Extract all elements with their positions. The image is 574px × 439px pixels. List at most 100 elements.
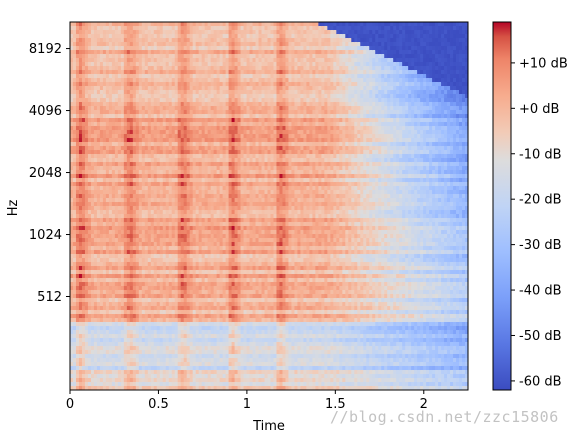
heatmap-cell	[198, 74, 203, 79]
heatmap-cell	[198, 22, 203, 27]
heatmap-cell	[162, 234, 167, 239]
heatmap-cell	[174, 114, 179, 119]
heatmap-cell	[87, 162, 92, 167]
heatmap-cell	[162, 274, 167, 279]
heatmap-cell	[198, 98, 203, 103]
heatmap-cell	[114, 194, 119, 199]
heatmap-cell	[111, 206, 116, 211]
heatmap-cell	[198, 162, 203, 167]
heatmap-cell	[198, 386, 203, 390]
heatmap-cell	[105, 278, 110, 283]
heatmap-cell	[138, 254, 143, 259]
heatmap-cell	[72, 110, 77, 115]
heatmap-cell	[183, 262, 188, 267]
heatmap-cell	[123, 306, 128, 311]
heatmap-cell	[120, 262, 125, 267]
heatmap-cell	[180, 282, 185, 287]
heatmap-cell	[171, 86, 176, 91]
heatmap-cell	[213, 286, 218, 291]
heatmap-cell	[129, 158, 134, 163]
heatmap-cell	[70, 254, 74, 259]
heatmap-cell	[174, 118, 179, 123]
heatmap-cell	[90, 34, 95, 39]
heatmap-cell	[87, 186, 92, 191]
heatmap-cell	[183, 386, 188, 390]
heatmap-cell	[150, 154, 155, 159]
heatmap-cell	[90, 186, 95, 191]
heatmap-cell	[204, 82, 209, 87]
heatmap-cell	[90, 338, 95, 343]
heatmap-cell	[135, 334, 140, 339]
heatmap-cell	[180, 370, 185, 375]
heatmap-cell	[207, 358, 212, 363]
heatmap-cell	[156, 162, 161, 167]
heatmap-cell	[183, 158, 188, 163]
heatmap-cell	[108, 342, 113, 347]
heatmap-cell	[201, 74, 206, 79]
heatmap-cell	[138, 314, 143, 319]
heatmap-cell	[70, 82, 74, 87]
heatmap-cell	[96, 186, 101, 191]
heatmap-cell	[123, 358, 128, 363]
heatmap-cell	[192, 330, 197, 335]
heatmap-cell	[189, 298, 194, 303]
heatmap-cell	[180, 354, 185, 359]
heatmap-cell	[135, 162, 140, 167]
heatmap-cell	[189, 162, 194, 167]
heatmap-cell	[138, 282, 143, 287]
heatmap-cell	[144, 378, 149, 383]
heatmap-cell	[225, 298, 229, 303]
heatmap-cell	[135, 274, 140, 279]
heatmap-cell	[147, 210, 152, 215]
heatmap-cell	[186, 162, 191, 167]
heatmap-cell	[93, 266, 98, 271]
heatmap-cell	[108, 78, 113, 83]
heatmap-cell	[207, 334, 212, 339]
heatmap-cell	[93, 54, 98, 59]
heatmap-cell	[165, 326, 170, 331]
heatmap-cell	[210, 178, 215, 183]
heatmap-cell	[96, 342, 101, 347]
heatmap-cell	[210, 350, 215, 355]
heatmap-cell	[135, 22, 140, 27]
heatmap-cell	[108, 202, 113, 207]
heatmap-cell	[93, 306, 98, 311]
heatmap-cell	[72, 286, 77, 291]
heatmap-cell	[216, 370, 221, 375]
heatmap-cell	[93, 246, 98, 251]
heatmap-cell	[126, 94, 131, 99]
heatmap-cell	[81, 346, 86, 351]
heatmap-cell	[87, 266, 92, 271]
heatmap-cell	[183, 162, 188, 167]
heatmap-cell	[135, 122, 140, 127]
heatmap-cell	[153, 342, 158, 347]
heatmap-cell	[114, 302, 119, 307]
heatmap-cell	[177, 274, 182, 279]
heatmap-cell	[153, 246, 158, 251]
heatmap-cell	[210, 102, 215, 107]
heatmap-cell	[225, 266, 229, 271]
heatmap-cell	[75, 38, 80, 43]
heatmap-cell	[195, 130, 200, 135]
heatmap-cell	[165, 274, 170, 279]
heatmap-cell	[114, 26, 119, 31]
heatmap-cell	[84, 62, 89, 67]
heatmap-cell	[213, 238, 218, 243]
heatmap-cell	[75, 278, 80, 283]
heatmap-cell	[108, 246, 113, 251]
heatmap-cell	[204, 318, 209, 323]
heatmap-cell	[84, 58, 89, 63]
heatmap-cell	[189, 370, 194, 375]
heatmap-cell	[141, 102, 146, 107]
heatmap-cell	[135, 194, 140, 199]
heatmap-cell	[216, 46, 221, 51]
heatmap-cell	[198, 154, 203, 159]
heatmap-cell	[195, 330, 200, 335]
heatmap-cell	[102, 46, 107, 51]
heatmap-cell	[219, 310, 224, 315]
heatmap-cell	[192, 70, 197, 75]
heatmap-cell	[216, 222, 221, 227]
heatmap-cell	[192, 66, 197, 71]
heatmap-cell	[96, 50, 101, 55]
heatmap-cell	[132, 306, 137, 311]
